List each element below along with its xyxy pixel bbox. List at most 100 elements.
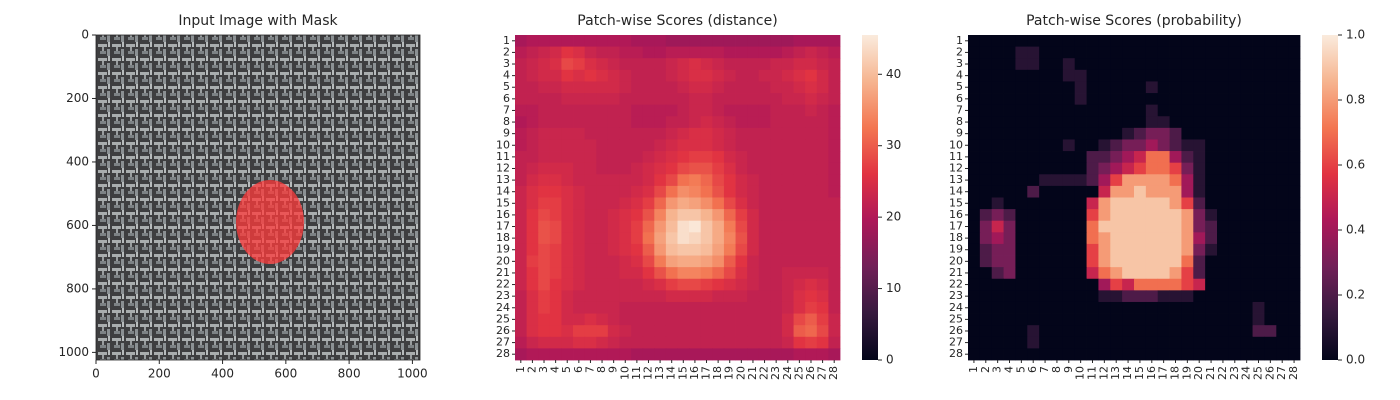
heatmap-cell — [781, 197, 794, 210]
heatmap-cell — [1181, 313, 1194, 326]
heatmap-cell — [549, 278, 562, 291]
heatmap-cell — [631, 174, 644, 187]
heatmap-cell — [1015, 255, 1028, 268]
heatmap-cell — [1145, 116, 1159, 129]
heatmap-cell — [1240, 301, 1253, 314]
heatmap-cell — [584, 81, 597, 94]
heatmap-cell — [1062, 313, 1076, 326]
heatmap-cell — [642, 348, 655, 361]
heatmap-cell — [735, 243, 748, 256]
heatmap-cell — [1027, 185, 1040, 198]
heatmap-cell — [549, 116, 562, 129]
heatmap-cell — [607, 243, 620, 256]
heatmap-cell — [1228, 278, 1242, 291]
heatmap-cell — [677, 151, 690, 164]
heatmap-cell — [1062, 35, 1076, 48]
heatmap-cell — [712, 81, 725, 94]
heatmap-cell — [828, 151, 841, 164]
heatmap-cell — [1169, 290, 1182, 303]
heatmap-cell — [654, 104, 667, 117]
heatmap-cell — [1193, 46, 1206, 59]
heatmap-cell — [770, 81, 783, 94]
heatmap-cell — [526, 243, 539, 256]
heatmap-cell — [816, 325, 829, 338]
heatmap-cell — [816, 232, 829, 245]
heatmap-cell — [979, 290, 993, 303]
heatmap-cell — [538, 116, 551, 129]
heatmap-cell — [1074, 267, 1087, 280]
heatmap-cell — [1062, 151, 1076, 164]
heatmap-cell — [1264, 185, 1277, 198]
heatmap-cell — [991, 81, 1004, 94]
heatmap-cell — [1027, 81, 1040, 94]
heatmap-cell — [712, 185, 725, 198]
heatmap-cell — [1134, 232, 1147, 245]
heatmap-cell — [1003, 255, 1016, 268]
heatmap-cell — [700, 255, 713, 268]
heatmap-cell — [677, 348, 690, 361]
x-tick-label: 20 — [1192, 366, 1205, 380]
heatmap-cell — [735, 313, 748, 326]
heatmap-cell — [561, 278, 574, 291]
heatmap-cell — [665, 290, 678, 303]
heatmap-cell — [596, 290, 609, 303]
heatmap-cell — [573, 58, 586, 71]
heatmap-cell — [1110, 336, 1123, 349]
heatmap-cell — [1157, 209, 1170, 222]
heatmap-cell — [1276, 93, 1289, 106]
heatmap-cell — [561, 81, 574, 94]
heatmap-cell — [1062, 174, 1076, 187]
heatmap-cell — [1134, 174, 1147, 187]
heatmap-cell — [747, 336, 760, 349]
heatmap-cell — [828, 209, 841, 222]
heatmap-cell — [665, 116, 678, 129]
heatmap-cell — [781, 174, 794, 187]
heatmap-cell — [723, 174, 736, 187]
heatmap-cell — [1169, 93, 1182, 106]
heatmap-cell — [1169, 325, 1182, 338]
heatmap-cell — [1074, 139, 1087, 152]
heatmap-cell — [1051, 139, 1064, 152]
colorbar-tick-label: 0 — [886, 353, 894, 367]
heatmap-cell — [689, 209, 702, 222]
heatmap-cell — [747, 325, 760, 338]
heatmap-cell — [596, 81, 609, 94]
heatmap-cell — [1086, 46, 1099, 59]
heatmap-cell — [968, 104, 981, 117]
heatmap-cell — [1288, 69, 1301, 82]
y-tick-label: 20 — [496, 254, 510, 267]
heatmap-cell — [665, 325, 678, 338]
heatmap-cell — [1264, 220, 1277, 233]
heatmap-cell — [1086, 267, 1099, 280]
heatmap-cell — [735, 220, 748, 233]
heatmap-cell — [1122, 127, 1135, 140]
heatmap-cell — [1157, 127, 1170, 140]
heatmap-cell — [549, 348, 562, 361]
heatmap-cell — [619, 325, 632, 338]
heatmap-cell — [1228, 348, 1242, 361]
heatmap-cell — [770, 220, 783, 233]
heatmap-cell — [1252, 197, 1265, 210]
heatmap-cell — [584, 220, 597, 233]
heatmap-cell — [561, 139, 574, 152]
heatmap-cell — [805, 81, 818, 94]
y-tick-label: 0 — [81, 28, 89, 42]
heatmap-cell — [1015, 46, 1028, 59]
heatmap-cell — [677, 139, 690, 152]
heatmap-cell — [677, 313, 690, 326]
heatmap-cell — [816, 81, 829, 94]
heatmap-cell — [654, 58, 667, 71]
heatmap-cell — [1181, 174, 1194, 187]
heatmap-cell — [1051, 348, 1064, 361]
heatmap-cell — [1264, 81, 1277, 94]
heatmap-cell — [642, 127, 655, 140]
heatmap-cell — [526, 151, 539, 164]
heatmap-cell — [1181, 290, 1194, 303]
heatmap-cell — [538, 336, 551, 349]
heatmap-cell — [1098, 336, 1111, 349]
heatmap-cell — [1181, 104, 1194, 117]
heatmap-cell — [1062, 185, 1076, 198]
heatmap-cell — [1217, 348, 1230, 361]
heatmap-cell — [515, 69, 528, 82]
heatmap-cell — [805, 290, 818, 303]
